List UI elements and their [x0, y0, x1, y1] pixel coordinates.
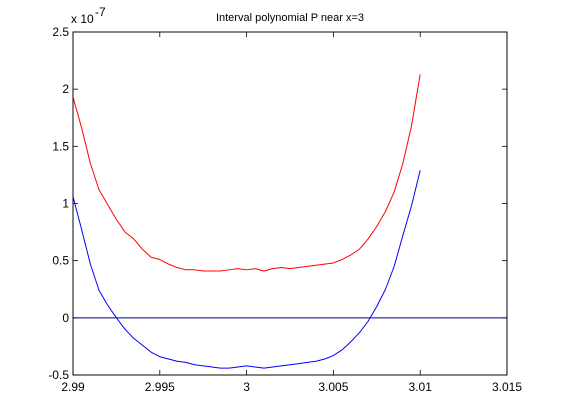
y-tick-label: 1 — [62, 197, 69, 211]
x-axis-ticks: 2.99 2.995 3 3.005 3.01 3.015 — [61, 32, 522, 394]
series-lines — [72, 74, 507, 369]
x-tick-label: 3 — [243, 380, 250, 394]
upper-bound-line — [72, 74, 421, 272]
plot-border — [72, 31, 508, 376]
x-tick-label: 3.015 — [492, 380, 522, 394]
y-tick-label: 0 — [62, 311, 69, 325]
y-tick-label: 2 — [62, 82, 69, 96]
y-tick-label: 2.5 — [52, 25, 69, 39]
plot-area — [72, 31, 508, 376]
y-exponent-power: -7 — [95, 5, 106, 19]
y-tick-label: -0.5 — [48, 368, 69, 382]
x-tick-label: 3.01 — [409, 380, 433, 394]
y-tick-label: 1.5 — [52, 139, 69, 153]
y-tick-label: 0.5 — [52, 254, 69, 268]
y-axis-ticks: -0.5 0 0.5 1 1.5 2 2.5 — [48, 25, 507, 382]
chart-title: Interval polynomial P near x=3 — [216, 12, 364, 24]
x-tick-label: 2.995 — [145, 380, 175, 394]
y-exponent-label: x 10 — [71, 12, 94, 26]
x-tick-label: 3.005 — [318, 380, 348, 394]
x-tick-label: 2.99 — [61, 380, 85, 394]
lower-bound-line — [72, 170, 421, 369]
